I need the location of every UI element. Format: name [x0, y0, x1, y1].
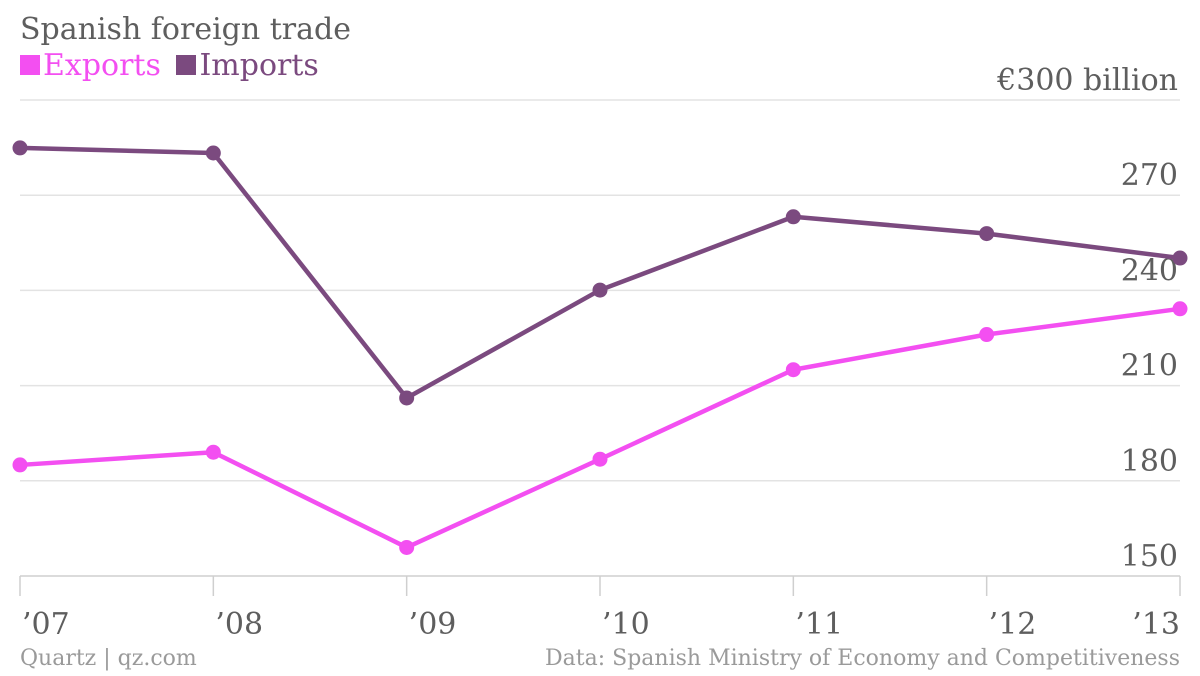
exports-line: [17, 306, 1183, 550]
y-tick-label: 180: [1121, 444, 1178, 479]
x-tick-label: ’09: [409, 607, 457, 642]
x-tick-label: ’07: [22, 607, 70, 642]
legend: Exports Imports: [20, 48, 325, 83]
legend-item-imports: Imports: [176, 48, 319, 83]
y-tick-label: €300 billion: [996, 63, 1178, 98]
exports-swatch: [20, 55, 40, 75]
x-tick-label: ’11: [795, 607, 843, 642]
exports-point: [1172, 301, 1188, 317]
exports-point: [592, 451, 608, 467]
imports-line: [17, 145, 1183, 401]
x-tick-label: ’12: [989, 607, 1037, 642]
x-tick-label: ’10: [602, 607, 650, 642]
imports-point: [592, 282, 608, 298]
imports-swatch: [176, 55, 197, 75]
y-tick-label: 150: [1121, 539, 1178, 574]
x-tick-label: ’08: [215, 607, 263, 642]
exports-point: [205, 444, 221, 460]
x-tick-label: ’13: [1132, 607, 1180, 642]
footer-source: Data: Spanish Ministry of Economy and Co…: [545, 646, 1180, 671]
legend-item-exports: Exports: [20, 48, 161, 83]
y-tick-label: 210: [1121, 349, 1178, 384]
imports-point: [12, 140, 28, 156]
exports-point: [399, 539, 415, 555]
legend-label-imports: Imports: [199, 48, 319, 83]
y-tick-label: 240: [1121, 253, 1178, 288]
footer-credit: Quartz | qz.com: [20, 646, 197, 671]
imports-point: [205, 145, 221, 161]
legend-label-exports: Exports: [43, 48, 161, 83]
imports-point: [979, 226, 995, 242]
exports-point: [12, 457, 28, 473]
y-tick-label: 270: [1121, 158, 1178, 193]
chart-title: Spanish foreign trade: [20, 12, 351, 47]
exports-point: [979, 327, 995, 343]
imports-point: [1172, 250, 1188, 266]
exports-point: [785, 362, 801, 378]
imports-point: [399, 390, 415, 406]
imports-point: [785, 209, 801, 225]
